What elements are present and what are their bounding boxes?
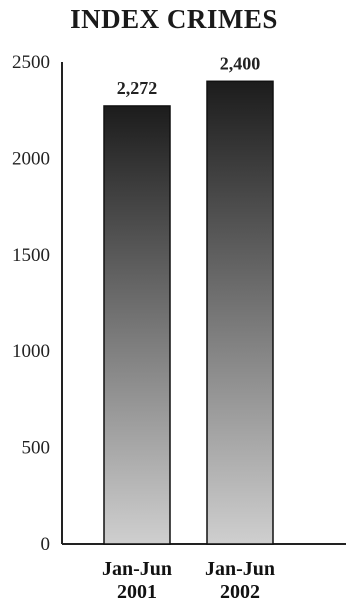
y-tick-label: 0	[41, 534, 51, 555]
y-tick-label: 1500	[12, 245, 50, 266]
data-label: 2,400	[220, 53, 261, 73]
y-tick-label: 1000	[12, 341, 50, 362]
y-tick-label: 2000	[12, 148, 50, 169]
bar	[103, 105, 171, 545]
y-tick-label: 2500	[12, 52, 50, 73]
category-label: Jan-Jun	[102, 558, 172, 580]
category-label: 2002	[220, 581, 260, 603]
chart-title: INDEX CRIMES	[70, 4, 278, 34]
category-label: 2001	[117, 581, 157, 603]
y-tick-label: 500	[22, 438, 51, 459]
bar	[206, 80, 274, 545]
data-label: 2,272	[117, 78, 158, 98]
bars	[103, 80, 274, 545]
value-labels: 2,272 2,400	[117, 53, 261, 98]
category-label: Jan-Jun	[205, 558, 275, 580]
y-tick-labels: 0 500 1000 1500 2000 2500	[12, 52, 50, 555]
